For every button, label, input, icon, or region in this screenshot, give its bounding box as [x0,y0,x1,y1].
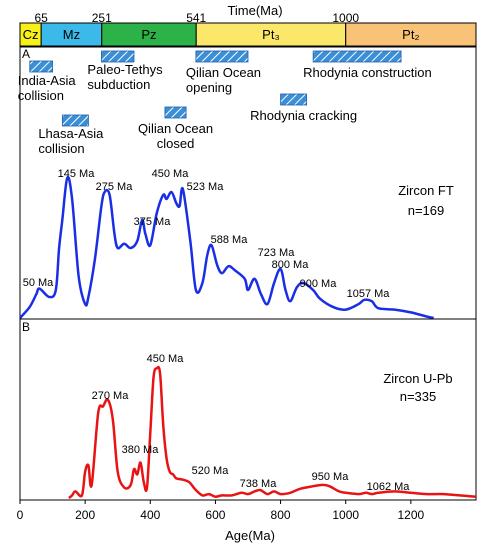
series-count: n=335 [400,389,437,404]
peak-label: 800 Ma [272,259,310,271]
boundary-label: 251 [92,11,112,25]
series-line [68,365,477,499]
peak-label: 450 Ma [147,353,185,365]
panel-b-frame [19,318,477,501]
peak-label: 900 Ma [300,278,338,290]
event-label: Qilian Ocean closed [138,121,213,151]
event-label: Paleo-Tethys subduction [87,62,163,92]
peak-label: 50 Ma [23,277,54,289]
peak-label: 375 Ma [134,216,172,228]
event-label: Rhodynia construction [303,65,432,80]
event-label: Rhodynia cracking [250,108,357,123]
event-marker [61,114,89,127]
series-line [19,175,434,320]
event-marker [101,50,135,63]
peak-label: 738 Ma [240,478,278,490]
panel-b-chart: 270 Ma 380 Ma 450 Ma 520 Ma 738 Ma 950 Ma 1062… [68,353,477,499]
x-tick-label: 200 [75,508,95,522]
x-tick-label: 1000 [332,508,359,522]
event-marker [312,50,402,63]
boundary-label: 65 [34,11,48,25]
x-axis: 0 200 400 600 800 1000 1200 [17,500,425,522]
x-axis-label: Age(Ma) [225,528,275,543]
peak-label: 588 Ma [211,234,249,246]
boundary-label: 1000 [332,11,359,25]
x-tick-label: 0 [17,508,24,522]
x-tick-label: 800 [271,508,291,522]
peak-label: 275 Ma [96,181,134,193]
event-marker [195,50,249,63]
x-tick-label: 600 [205,508,225,522]
period-label: Pz [141,27,156,42]
peak-label: 380 Ma [122,444,160,456]
event-label: Lhasa-Asia collision [38,126,104,156]
peak-label: 520 Ma [192,465,230,477]
event-label: Qilian Ocean opening [186,65,261,95]
peak-label: 723 Ma [258,247,296,259]
boundary-labels: 65 251 541 1000 [34,11,359,25]
series-count: n=169 [408,203,445,218]
boundary-label: 541 [186,11,206,25]
event-label: India-Asia collision [18,73,77,103]
period-label: Pt₃ [262,27,280,42]
time-axis-title: Time(Ma) [227,3,282,18]
timescale-bar: Cz Mz Pz Pt₃ Pt₂ [19,22,477,47]
event-marker [29,60,53,73]
period-label: Pt₂ [402,27,419,42]
series-name: Zircon U-Pb [383,371,452,386]
panel-b-label: B [22,320,30,334]
events-layer: India-Asia collision Paleo-Tethys subductio… [18,50,432,156]
peak-label: 523 Ma [187,181,225,193]
x-tick-label: 1200 [398,508,425,522]
period-label: Cz [23,27,39,42]
peak-label: 145 Ma [58,168,96,180]
event-marker [164,106,187,119]
peak-label: 450 Ma [152,168,190,180]
period-label: Mz [63,27,80,42]
peak-label: 950 Ma [312,471,350,483]
panel-a-label: A [22,47,30,61]
peak-label: 1057 Ma [347,288,391,300]
peak-label: 1062 Ma [367,481,411,493]
event-marker [280,93,308,106]
series-name: Zircon FT [398,183,454,198]
x-tick-label: 400 [140,508,160,522]
period-4 [345,22,477,47]
peak-label: 270 Ma [92,390,130,402]
